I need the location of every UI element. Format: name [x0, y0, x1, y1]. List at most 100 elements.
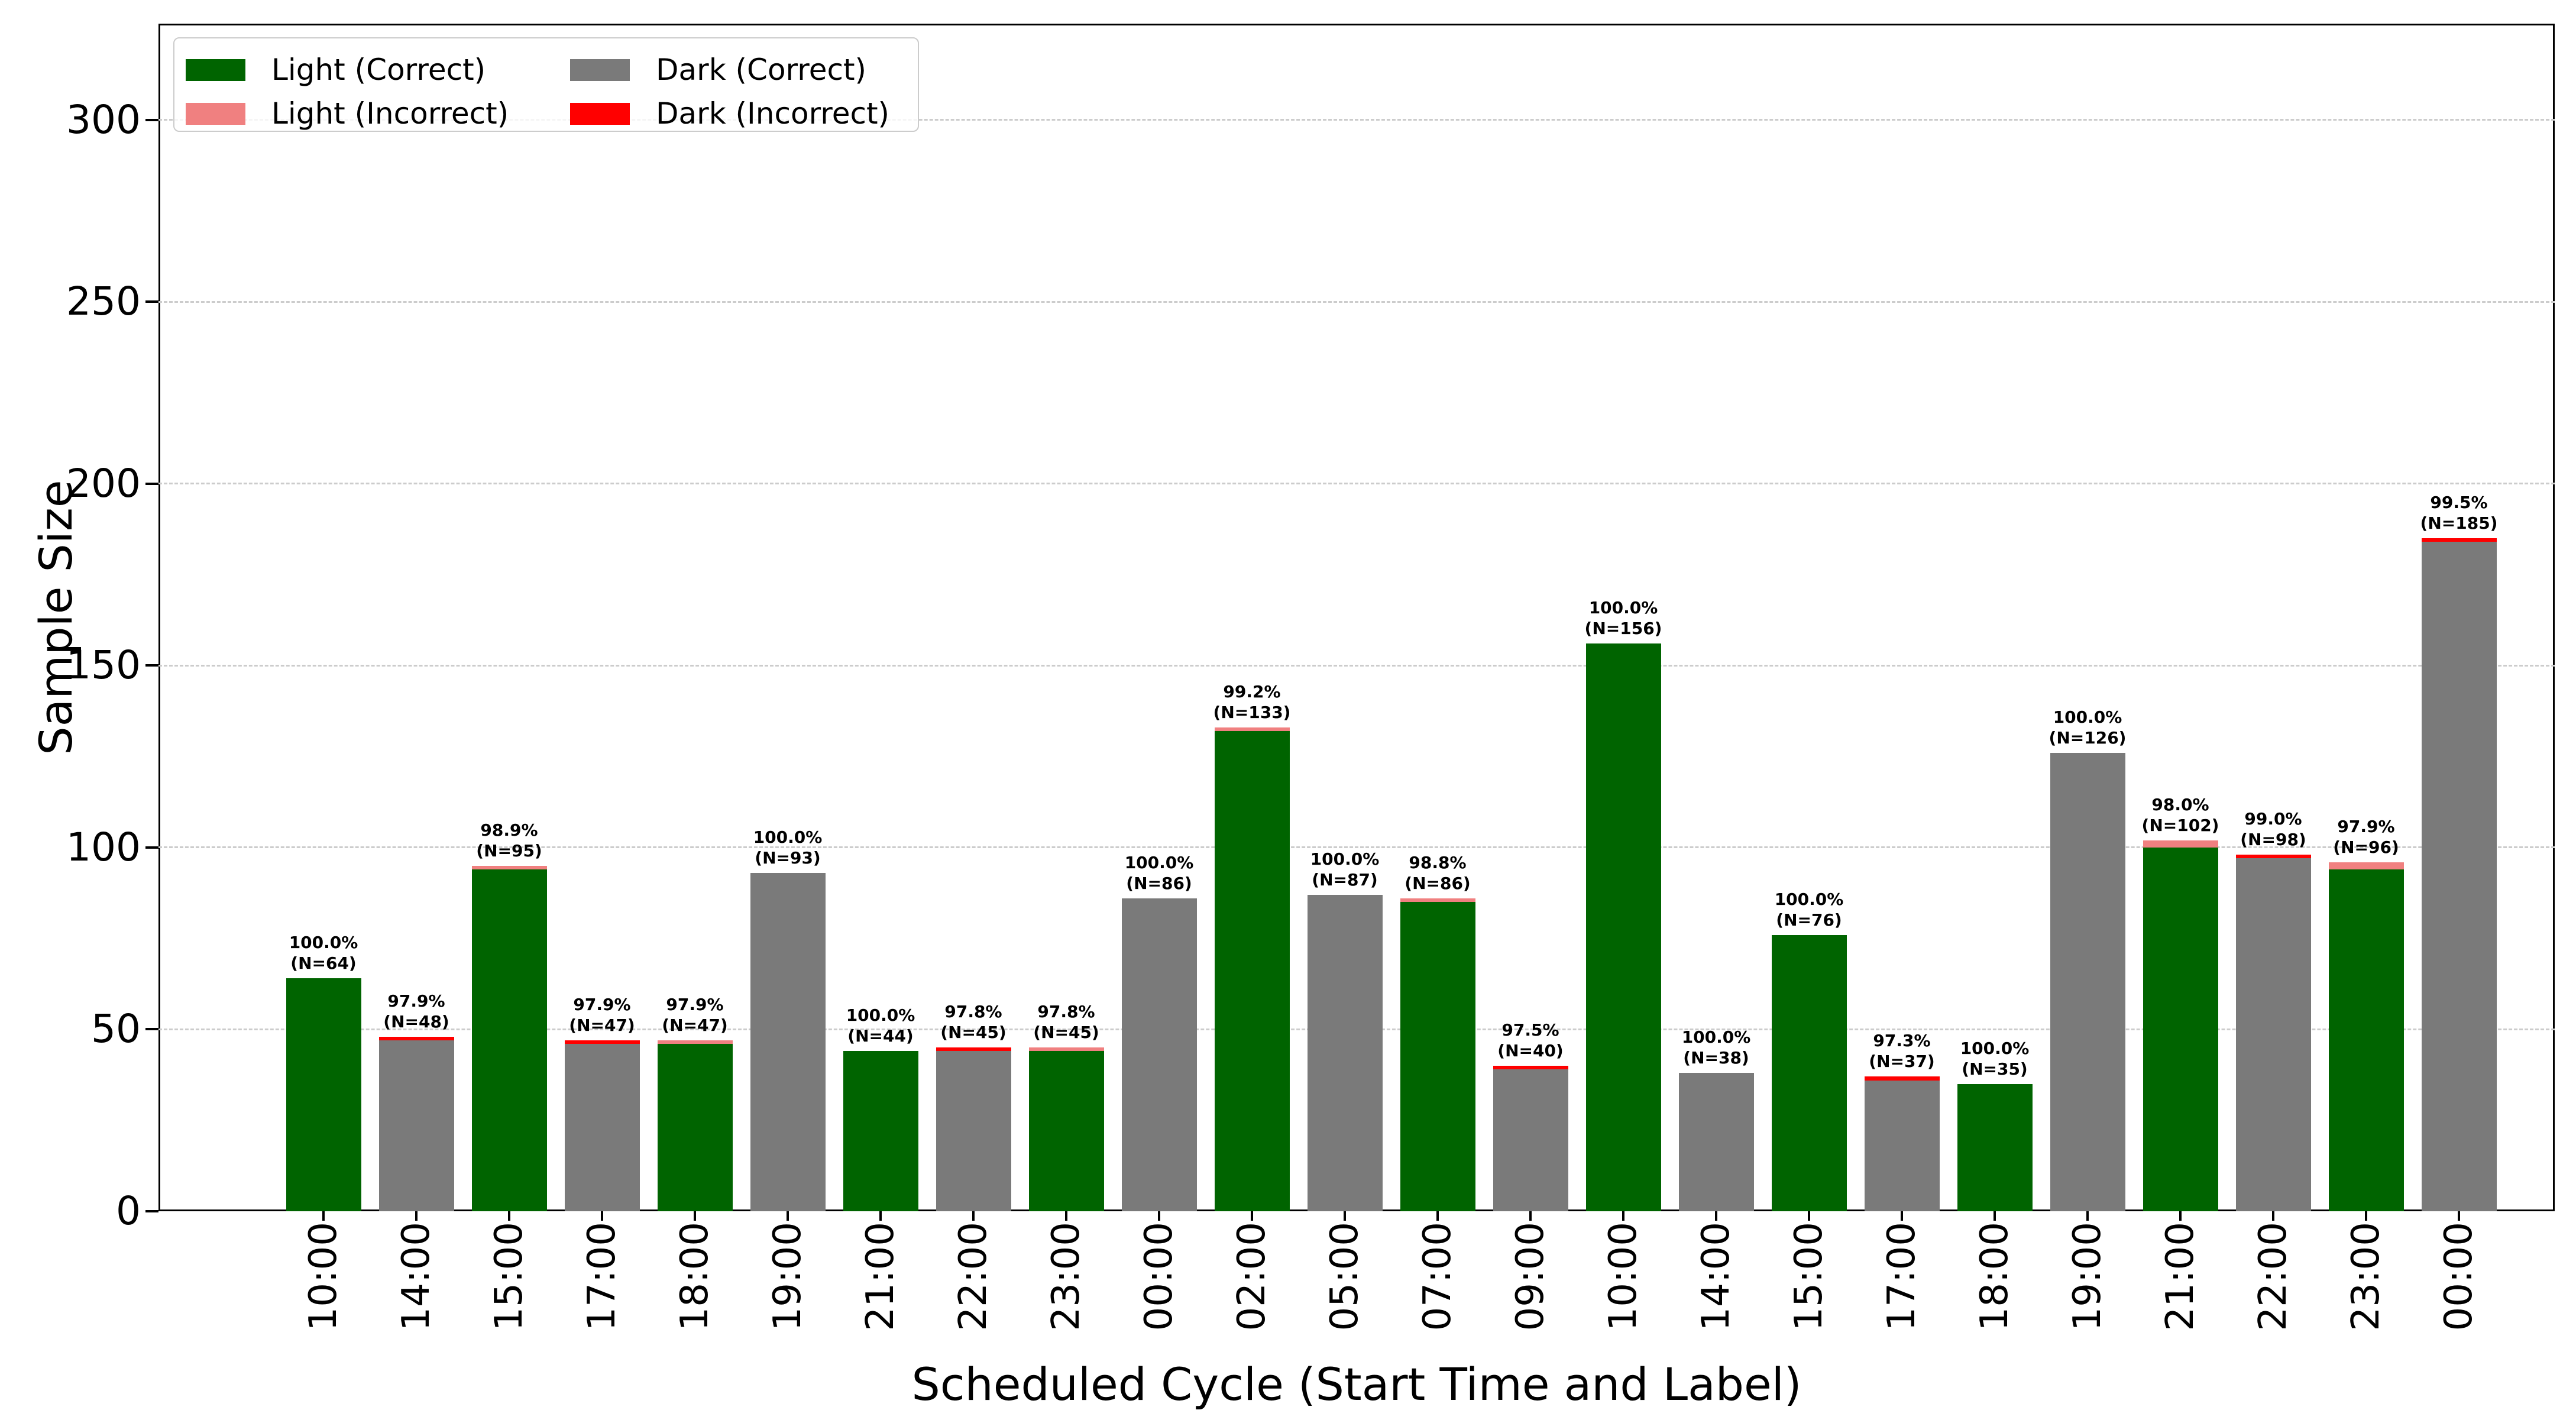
bar-correct-segment — [471, 869, 547, 1211]
bar-correct-segment — [1493, 1069, 1568, 1211]
y-tick-label: 150 — [66, 642, 141, 688]
bar-correct-segment — [1864, 1080, 1940, 1211]
bar-incorrect-segment — [1028, 1047, 1104, 1052]
x-tick-label: 15:00 — [487, 1222, 531, 1331]
bar-n-label: (N=40) — [1497, 1040, 1564, 1060]
bar-n-label: (N=37) — [1869, 1052, 1935, 1072]
legend-label: Light (Correct) — [271, 53, 486, 87]
bar-accuracy-label: 100.0% — [753, 827, 823, 847]
bar-correct-segment — [1957, 1084, 2033, 1211]
bar-n-label: (N=93) — [755, 848, 821, 868]
legend-label: Light (Incorrect) — [271, 96, 509, 131]
bar-n-label: (N=38) — [1683, 1048, 1749, 1068]
bar-correct-segment — [1400, 902, 1475, 1211]
bar-n-label: (N=47) — [662, 1015, 728, 1035]
x-tick-mark — [2179, 1211, 2182, 1221]
bar-annotation: 100.0% (N=35) — [1894, 1038, 2095, 1079]
bar-n-label: (N=126) — [2048, 727, 2127, 748]
bar-annotation: 100.0% (N=126) — [1987, 707, 2188, 748]
bar-annotation: 99.2% (N=133) — [1151, 681, 1352, 723]
x-tick-mark — [2365, 1211, 2367, 1221]
bar — [2143, 840, 2218, 1211]
bar-correct-segment — [936, 1051, 1011, 1211]
bar — [1771, 934, 1847, 1211]
bar-accuracy-label: 97.5% — [1501, 1020, 1559, 1040]
y-tick-mark — [145, 1210, 158, 1212]
bar-accuracy-label: 97.8% — [1037, 1002, 1095, 1022]
x-tick-mark — [601, 1211, 603, 1221]
y-tick-mark — [145, 846, 158, 849]
bar-accuracy-label: 100.0% — [846, 1005, 915, 1026]
legend-entry: Dark (Correct) — [570, 53, 866, 86]
x-tick-label: 19:00 — [766, 1222, 810, 1331]
bar-annotation: 97.5% (N=40) — [1430, 1020, 1631, 1061]
bar-n-label: (N=86) — [1126, 874, 1192, 893]
x-tick-mark — [415, 1211, 418, 1221]
bar-n-label: (N=86) — [1404, 874, 1471, 893]
bar — [286, 978, 361, 1211]
x-tick-label: 21:00 — [859, 1222, 902, 1331]
bar-correct-segment — [750, 872, 826, 1211]
legend-swatch — [186, 59, 245, 81]
bar-n-label: (N=95) — [476, 840, 542, 861]
bar-correct-segment — [1585, 643, 1661, 1211]
bar-incorrect-segment — [564, 1040, 640, 1044]
bar-annotation: 98.8% (N=86) — [1337, 852, 1538, 894]
bar-accuracy-label: 99.5% — [2430, 493, 2488, 513]
x-tick-mark — [972, 1211, 975, 1221]
bar — [843, 1051, 918, 1211]
bar-correct-segment — [1771, 934, 1847, 1211]
bar — [471, 865, 547, 1211]
legend-entry: Light (Incorrect) — [186, 97, 509, 130]
bar — [1864, 1076, 1940, 1211]
bar-incorrect-segment — [1214, 727, 1290, 732]
x-tick-label: 17:00 — [580, 1222, 624, 1331]
x-tick-label: 07:00 — [1416, 1222, 1459, 1331]
y-tick-label: 300 — [66, 96, 141, 143]
bar-accuracy-label: 100.0% — [1310, 849, 1380, 869]
x-tick-mark — [879, 1211, 882, 1221]
bar-annotation: 100.0% (N=156) — [1523, 597, 1724, 639]
bar-incorrect-segment — [2235, 855, 2311, 859]
y-tick-label: 250 — [66, 279, 141, 325]
legend-label: Dark (Incorrect) — [656, 96, 890, 131]
bar-incorrect-segment — [1864, 1076, 1940, 1081]
bar — [750, 872, 826, 1211]
x-tick-label: 00:00 — [1137, 1222, 1181, 1331]
bar — [2235, 855, 2311, 1211]
bar-annotation: 98.9% (N=95) — [409, 820, 610, 861]
bar-accuracy-label: 99.2% — [1223, 681, 1281, 701]
y-tick-mark — [145, 1028, 158, 1031]
bar-accuracy-label: 98.0% — [2151, 794, 2209, 814]
x-tick-mark — [1436, 1211, 1439, 1221]
bar-annotation: 100.0% (N=44) — [780, 1005, 981, 1046]
legend-swatch — [186, 102, 245, 125]
legend-swatch — [570, 102, 630, 125]
bar-annotation: 97.8% (N=45) — [873, 1001, 1074, 1043]
bar-annotation: 97.9% (N=96) — [2266, 816, 2467, 858]
bar-annotation: 100.0% (N=87) — [1244, 849, 1445, 890]
bar-accuracy-label: 100.0% — [1124, 853, 1194, 872]
y-tick-mark — [145, 118, 158, 121]
bar — [1214, 727, 1290, 1211]
bar-annotation: 100.0% (N=64) — [223, 932, 424, 974]
y-tick-label: 200 — [66, 460, 141, 506]
x-tick-mark — [508, 1211, 510, 1221]
bar-correct-segment — [2050, 752, 2125, 1211]
bar-annotation: 97.8% (N=45) — [966, 1001, 1167, 1043]
x-tick-mark — [1344, 1211, 1346, 1221]
bar-annotation: 97.9% (N=47) — [501, 994, 703, 1036]
bar-accuracy-label: 98.8% — [1409, 853, 1467, 872]
bar-incorrect-segment — [2328, 862, 2404, 869]
bar-correct-segment — [1678, 1073, 1754, 1211]
bar-accuracy-label: 100.0% — [1681, 1027, 1751, 1047]
gridline — [158, 119, 2555, 121]
bar-incorrect-segment — [1493, 1065, 1568, 1070]
x-tick-label: 22:00 — [952, 1222, 995, 1331]
gridline — [158, 300, 2555, 303]
bar-incorrect-segment — [657, 1040, 733, 1044]
y-tick-mark — [145, 300, 158, 303]
bar-accuracy-label: 99.0% — [2244, 809, 2302, 829]
x-tick-mark — [1158, 1211, 1160, 1221]
